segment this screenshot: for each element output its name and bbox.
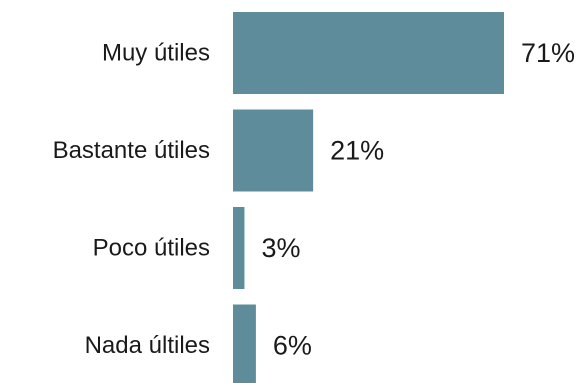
value-label: 21% <box>330 136 384 166</box>
bars-group <box>233 12 504 383</box>
value-label: 6% <box>273 331 312 361</box>
bar <box>233 109 314 192</box>
category-label: Poco útiles <box>93 235 210 262</box>
value-label: 71% <box>521 38 575 68</box>
category-label: Nada últiles <box>85 332 210 359</box>
value-labels-group: 71% 21% 3% 6% <box>261 38 575 361</box>
category-label: Muy útiles <box>102 40 210 67</box>
category-labels-group: Muy útiles Bastante útiles Poco útiles Nada… <box>53 40 210 360</box>
bar <box>233 12 504 94</box>
category-label: Bastante útiles <box>53 137 210 164</box>
bar <box>233 207 245 289</box>
value-label: 3% <box>261 233 300 263</box>
bar <box>233 304 256 383</box>
